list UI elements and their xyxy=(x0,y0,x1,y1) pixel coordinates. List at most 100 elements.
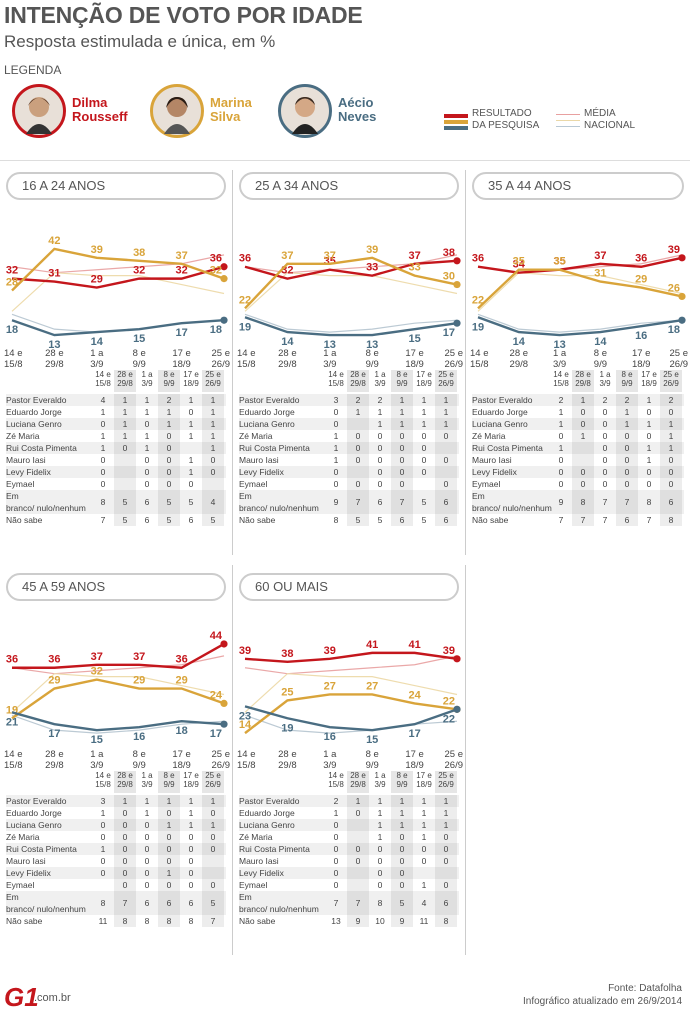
table-cell xyxy=(114,478,136,490)
table-cell: 0 xyxy=(572,478,594,490)
candidates-table: 14 e 15/8 28 e 29/8 1 a 3/9 8 e 9/9 17 e 18/9 25 e… xyxy=(472,370,684,554)
table-cell: 7 xyxy=(100,515,106,525)
table-row: Não sabe 7 5 6 5 6 5 xyxy=(6,514,226,526)
data-label-aecio: 15 xyxy=(133,333,145,345)
table-cell: 0 xyxy=(616,466,638,478)
series-line-aecio xyxy=(477,316,683,337)
table-cell: 7 xyxy=(558,515,564,525)
table-cell: 6 xyxy=(660,490,682,514)
chart-title: 25 A 34 ANOS xyxy=(239,172,459,200)
table-cell: 0 xyxy=(435,831,457,843)
chart-panel: 16 A 24 ANOS 32 31 29 32 32 36 28 42 39 38 37 32 18 13… xyxy=(0,172,232,557)
table-row: Eduardo Jorge 1 1 1 1 0 1 xyxy=(6,406,226,418)
table-row: Pastor Everaldo 4 1 1 2 1 1 xyxy=(6,394,226,406)
table-cell: 8 xyxy=(572,490,594,514)
table-cell: 7 xyxy=(347,891,369,915)
table-cell: 1 xyxy=(421,796,427,806)
table-cell: 0 xyxy=(202,466,224,478)
table-cell: 0 xyxy=(421,856,427,866)
x-tick-label: 9/9 xyxy=(133,359,146,370)
data-label-aecio: 13 xyxy=(553,339,565,351)
x-tick-label: 28 e xyxy=(510,348,529,359)
data-label-marina: 22 xyxy=(472,294,484,306)
table-cell: 0 xyxy=(100,479,106,489)
table-cell: 1 xyxy=(347,795,369,807)
table-cell: 0 xyxy=(158,454,180,466)
candidate-surname: Neves xyxy=(338,109,377,124)
data-label-marina: 26 xyxy=(668,282,680,294)
table-cell: 7 xyxy=(391,490,413,514)
table-cell: 1 xyxy=(114,418,136,430)
table-cell: 0 xyxy=(391,867,413,879)
table-cell: 2 xyxy=(660,394,682,406)
table-cell: 0 xyxy=(391,466,413,478)
data-label-dilma: 36 xyxy=(472,253,484,265)
x-tick-label: 14 e xyxy=(237,348,256,359)
table-cell: 0 xyxy=(572,418,594,430)
table-cell: 0 xyxy=(602,407,608,417)
table-cell: 5 xyxy=(202,514,224,526)
table-cell: 5 xyxy=(188,497,194,507)
table-cell: 0 xyxy=(377,431,383,441)
table-cell: 8 xyxy=(158,915,180,927)
table-cell: 9 xyxy=(391,915,413,927)
table-cell: 0 xyxy=(602,467,608,477)
table-cell: 0 xyxy=(333,868,339,878)
national-average-line-marina xyxy=(11,272,225,312)
table-cell: 5 xyxy=(377,515,383,525)
table-cell: 0 xyxy=(602,443,608,453)
table-row: Não sabe 11 8 8 8 8 7 xyxy=(6,915,226,927)
data-label-aecio: 22 xyxy=(443,713,455,725)
series-end-point-marina xyxy=(220,699,228,707)
table-cell: 5 xyxy=(391,891,413,915)
data-label-marina: 24 xyxy=(210,689,223,701)
table-row: Eymael 0 0 0 0 0 0 xyxy=(472,478,684,490)
table-cell xyxy=(413,867,435,879)
table-cell: 1 xyxy=(421,395,427,405)
table-cell: 1 xyxy=(188,431,194,441)
data-label-marina: 29 xyxy=(48,675,60,687)
table-row-label: Rui Costa Pimenta xyxy=(472,443,543,453)
table-cell: 1 xyxy=(660,442,682,454)
table-cell: 0 xyxy=(144,455,150,465)
table-cell: 0 xyxy=(100,820,106,830)
table-cell: 0 xyxy=(100,856,106,866)
table-cell: 4 xyxy=(421,898,427,908)
table-cell: 0 xyxy=(558,467,564,477)
table-cell: 1 xyxy=(158,819,180,831)
data-label-dilma: 33 xyxy=(366,262,378,274)
table-cell: 0 xyxy=(377,880,383,890)
data-label-dilma: 39 xyxy=(668,244,680,256)
table-cell: 7 xyxy=(202,915,224,927)
data-label-aecio: 16 xyxy=(133,731,145,743)
table-column-header: 1 a 3/9 xyxy=(374,370,386,388)
table-cell: 1 xyxy=(377,832,383,842)
x-tick-label: 8 e xyxy=(133,348,146,359)
x-tick-label: 1 a xyxy=(323,348,337,359)
table-row-label: Em branco/ nulo/nenhum xyxy=(472,491,552,513)
national-average-line-marina xyxy=(244,272,458,312)
table-row: Em branco/ nulo/nenhum 7 7 8 5 4 6 xyxy=(239,891,459,915)
table-row-label: Não sabe xyxy=(6,916,43,926)
x-tick-label: 9/9 xyxy=(133,760,146,771)
table-cell: 0 xyxy=(202,807,224,819)
table-column-header: 1 a 3/9 xyxy=(141,370,153,388)
table-cell: 1 xyxy=(377,419,383,429)
table-cell: 1 xyxy=(188,467,194,477)
table-row: Mauro Iasi 0 0 0 0 0 0 xyxy=(239,855,459,867)
table-cell: 6 xyxy=(391,514,413,526)
table-row-label: Em branco/ nulo/nenhum xyxy=(6,491,86,513)
table-cell: 0 xyxy=(646,431,652,441)
table-cell: 0 xyxy=(114,867,136,879)
x-tick-label: 18/9 xyxy=(172,760,191,771)
x-tick-label: 17 e xyxy=(172,348,191,359)
person-icon xyxy=(26,97,52,134)
table-cell: 0 xyxy=(333,820,339,830)
table-row-label: Pastor Everaldo xyxy=(6,395,67,405)
table-column-header: 8 e 9/9 xyxy=(158,771,180,793)
data-label-aecio: 18 xyxy=(175,725,187,737)
data-label-marina: 37 xyxy=(324,250,336,262)
data-label-marina: 32 xyxy=(210,265,222,277)
candidate-name: Dilma xyxy=(72,95,108,110)
table-cell: 1 xyxy=(435,394,457,406)
